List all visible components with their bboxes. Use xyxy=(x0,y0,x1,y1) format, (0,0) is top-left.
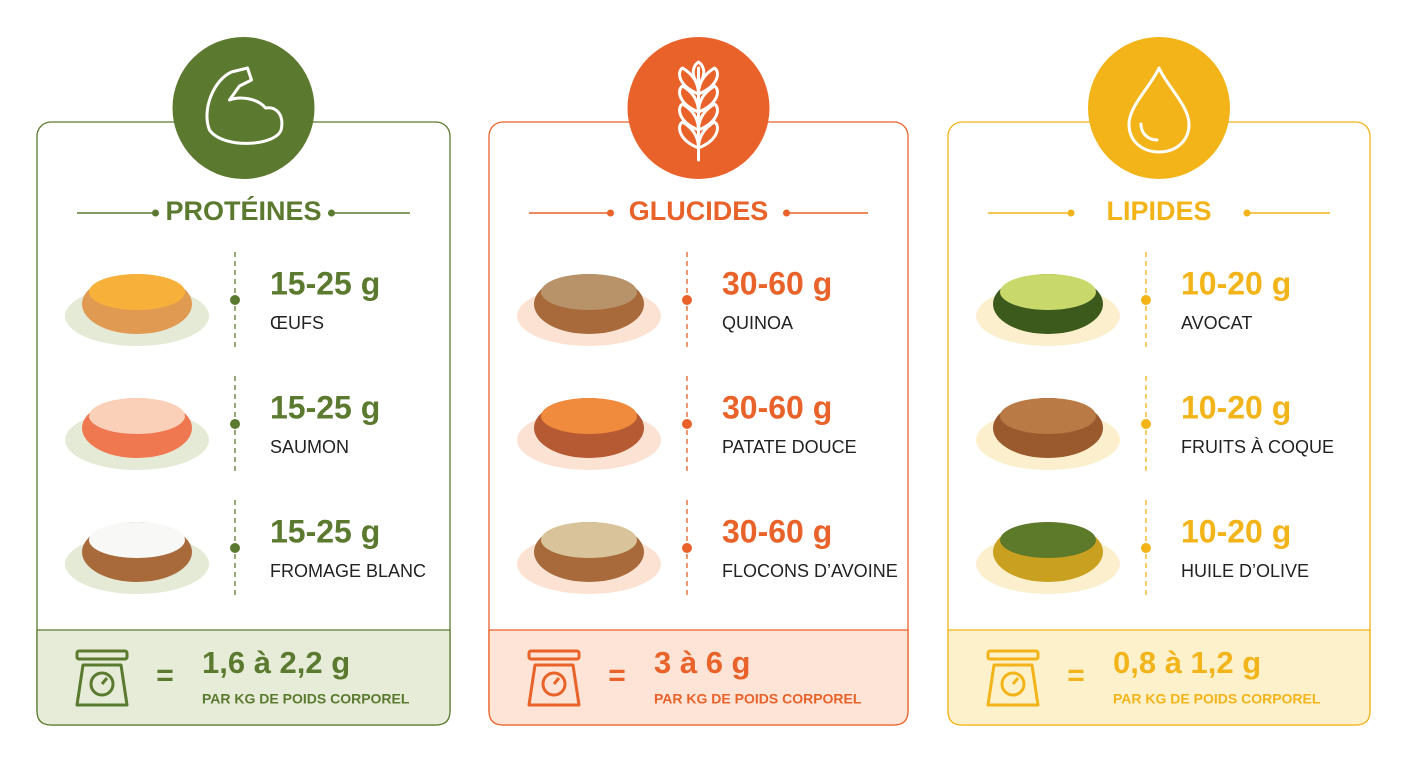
food-top xyxy=(1000,522,1096,558)
divider-dot xyxy=(682,419,692,429)
scale-body xyxy=(527,663,581,707)
category-title: PROTÉINES xyxy=(165,195,321,226)
item-amount: 15-25 g xyxy=(270,389,380,425)
footer-amount: 0,8 à 1,2 g xyxy=(1113,645,1261,680)
food-top xyxy=(89,522,185,558)
title-dot xyxy=(607,209,614,217)
food-top xyxy=(89,398,185,434)
footer-equals: = xyxy=(608,659,626,692)
item-name: AVOCAT xyxy=(1181,313,1252,333)
item-name: ŒUFS xyxy=(270,313,324,333)
scale-icon xyxy=(75,649,129,707)
food-image xyxy=(993,398,1103,458)
card-footer xyxy=(36,629,451,726)
grain xyxy=(678,120,700,150)
item-amount: 10-20 g xyxy=(1181,265,1291,301)
item-amount: 10-20 g xyxy=(1181,389,1291,425)
item-amount: 30-60 g xyxy=(722,265,832,301)
category-icon xyxy=(1088,37,1230,179)
grain-top xyxy=(691,60,706,86)
item-name: FLOCONS D’AVOINE xyxy=(722,561,898,581)
grain xyxy=(678,84,700,114)
card-footer xyxy=(488,629,909,726)
scale-top xyxy=(75,649,129,661)
footer-amount: 1,6 à 2,2 g xyxy=(202,645,350,680)
scale-needle xyxy=(552,677,561,685)
scale-top xyxy=(986,649,1040,661)
scale-dial xyxy=(1000,671,1026,697)
food-top xyxy=(1000,274,1096,310)
grain xyxy=(697,102,719,132)
food-image xyxy=(534,522,644,582)
title-dot xyxy=(783,209,790,217)
divider-dot xyxy=(230,543,240,553)
card-footer xyxy=(947,629,1371,726)
item-name: FROMAGE BLANC xyxy=(270,561,426,581)
item-name: QUINOA xyxy=(722,313,793,333)
drop xyxy=(1127,66,1191,154)
food-image xyxy=(534,398,644,458)
item-amount: 10-20 g xyxy=(1181,513,1291,549)
icon-glyph xyxy=(1127,66,1191,154)
divider-dot xyxy=(682,295,692,305)
scale-body xyxy=(986,663,1040,707)
divider-dot xyxy=(1141,295,1151,305)
scale-icon xyxy=(986,649,1040,707)
item-name: PATATE DOUCE xyxy=(722,437,857,457)
footer-equals: = xyxy=(156,659,174,692)
footer-unit: PAR KG DE POIDS CORPOREL xyxy=(1113,691,1321,707)
food-image xyxy=(82,398,192,458)
food-top xyxy=(541,398,637,434)
grain xyxy=(697,120,719,150)
title-dot xyxy=(1243,209,1251,217)
item-name: FRUITS À COQUE xyxy=(1181,437,1334,457)
title-dot xyxy=(1067,209,1075,217)
grain xyxy=(678,102,700,132)
divider-dot xyxy=(682,543,692,553)
item-amount: 15-25 g xyxy=(270,265,380,301)
scale-needle xyxy=(100,677,109,685)
icon-glyph xyxy=(205,66,284,145)
food-image xyxy=(82,522,192,582)
category-title: LIPIDES xyxy=(1106,196,1211,226)
grain xyxy=(697,84,719,114)
divider-dot xyxy=(1141,419,1151,429)
item-name: HUILE D’OLIVE xyxy=(1181,561,1309,581)
food-top xyxy=(541,274,637,310)
item-amount: 30-60 g xyxy=(722,389,832,425)
food-image xyxy=(993,274,1103,334)
food-image xyxy=(993,522,1103,582)
item-name: SAUMON xyxy=(270,437,349,457)
item-amount: 15-25 g xyxy=(270,513,380,549)
icon-glyph xyxy=(678,60,719,162)
scale-body xyxy=(75,663,129,707)
category-icon xyxy=(172,37,315,179)
scale-dial xyxy=(89,671,115,697)
food-image xyxy=(82,274,192,334)
category-title: GLUCIDES xyxy=(629,196,769,226)
arm xyxy=(205,66,284,145)
item-amount: 30-60 g xyxy=(722,513,832,549)
footer-equals: = xyxy=(1067,659,1085,692)
scale-needle xyxy=(1011,677,1020,685)
footer-unit: PAR KG DE POIDS CORPOREL xyxy=(202,691,410,707)
title-dot xyxy=(152,209,159,217)
footer-amount: 3 à 6 g xyxy=(654,645,751,680)
scale-top xyxy=(527,649,581,661)
food-top xyxy=(541,522,637,558)
divider-dot xyxy=(230,295,240,305)
scale-dial xyxy=(541,671,567,697)
scale-icon xyxy=(527,649,581,707)
drop-shine xyxy=(1139,122,1159,142)
title-dot xyxy=(328,209,335,217)
divider-dot xyxy=(230,419,240,429)
food-image xyxy=(534,274,644,334)
footer-unit: PAR KG DE POIDS CORPOREL xyxy=(654,691,862,707)
food-top xyxy=(89,274,185,310)
divider-dot xyxy=(1141,543,1151,553)
food-top xyxy=(1000,398,1096,434)
